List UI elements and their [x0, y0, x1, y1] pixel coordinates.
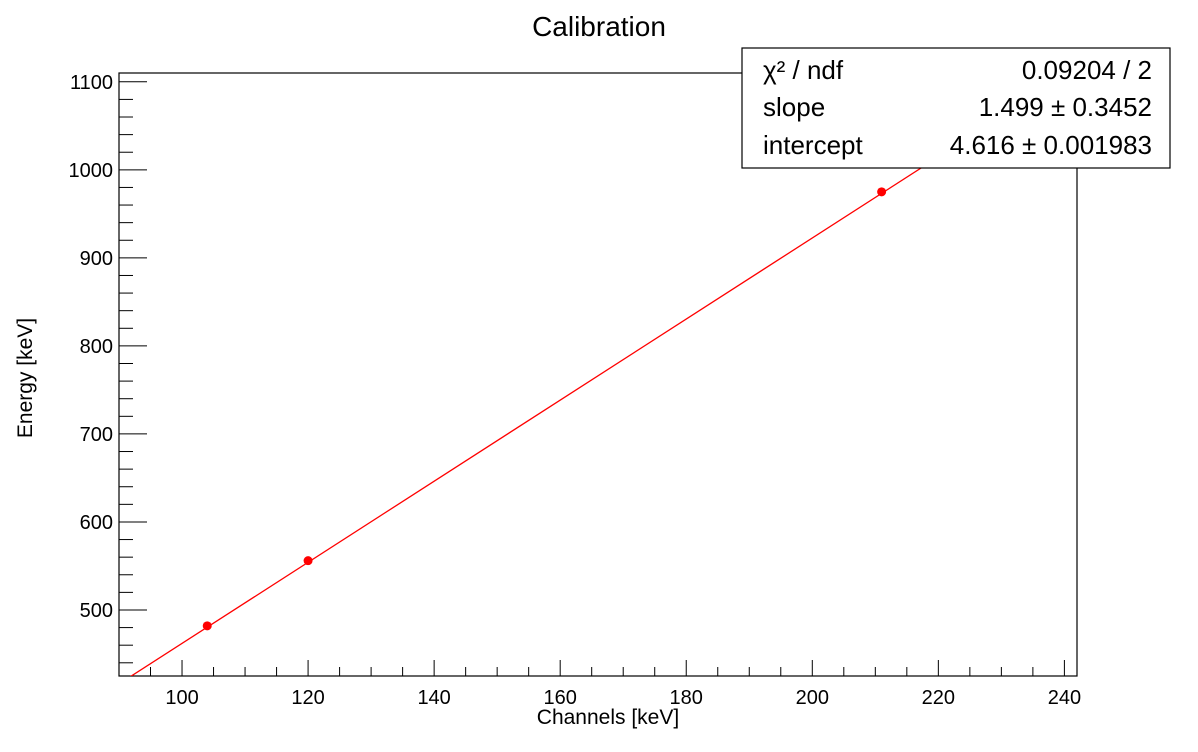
stats-slope-label: slope: [763, 92, 825, 122]
y-tick-label: 600: [80, 512, 113, 534]
data-point: [202, 621, 212, 631]
stats-intercept-label: intercept: [763, 130, 863, 160]
stats-intercept-value: 4.616 ± 0.001983: [950, 130, 1152, 160]
y-tick-label: 1100: [70, 72, 113, 94]
plot-frame: [118, 72, 1078, 677]
chart-title: Calibration: [532, 11, 666, 42]
data-point: [877, 187, 887, 197]
stats-chi2-value: 0.09204 / 2: [1022, 55, 1152, 85]
y-tick-label: 1000: [69, 160, 114, 182]
x-tick-label: 120: [291, 687, 324, 709]
data-point: [303, 556, 313, 566]
stats-chi2-label: χ² / ndf: [763, 55, 844, 85]
y-tick-label: 900: [80, 248, 113, 270]
x-tick-label: 160: [543, 687, 576, 709]
y-tick-label: 700: [80, 424, 113, 446]
y-axis-title: Energy [keV]: [14, 318, 37, 438]
stats-slope-value: 1.499 ± 0.3452: [979, 92, 1152, 122]
y-tick-label: 800: [80, 336, 113, 358]
x-tick-label: 100: [165, 687, 198, 709]
x-axis-title: Channels [keV]: [537, 706, 679, 729]
stats-box-frame: [741, 47, 1171, 169]
x-tick-label: 180: [670, 687, 703, 709]
plot-area: 100 120 140 160 180 200 220 240 500 600 700 800 900…: [69, 72, 1082, 709]
x-tick-label: 220: [922, 687, 955, 709]
y-tick-label: 500: [80, 600, 113, 622]
fit-line: [130, 73, 1070, 676]
x-tick-label: 140: [417, 687, 450, 709]
fit-statistics-box: χ² / ndf 0.09204 / 2 slope 1.499 ± 0.345…: [741, 47, 1171, 169]
x-tick-label: 200: [796, 687, 829, 709]
x-tick-label: 240: [1048, 687, 1081, 709]
